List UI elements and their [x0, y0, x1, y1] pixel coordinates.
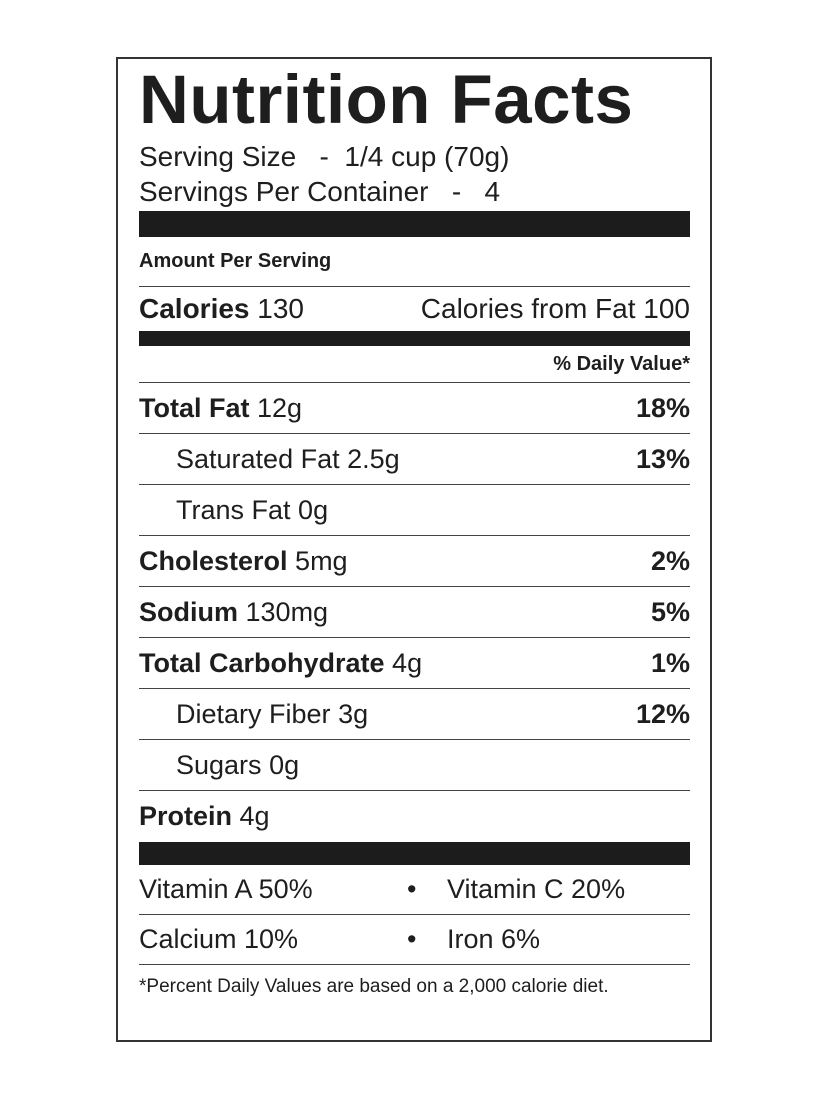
vitamin-list: Vitamin A 50% • Vitamin C 20% Calcium 10% • I… [139, 865, 690, 965]
thick-divider [139, 842, 690, 865]
nutrient-name: Dietary Fiber [176, 698, 331, 729]
vitamin-right: Iron 6% [447, 924, 541, 954]
nutrition-facts-label: Nutrition Facts Serving Size - 1/4 cup (… [116, 57, 712, 1042]
nutrient-row: Total Fat 12g 18% [139, 383, 690, 434]
nutrient-row: Dietary Fiber 3g 12% [139, 689, 690, 740]
nutrient-name: Sodium [139, 596, 238, 627]
label-title: Nutrition Facts [139, 61, 634, 138]
vitamin-row: Vitamin A 50% • Vitamin C 20% [139, 865, 690, 915]
calories-row: Calories 130 Calories from Fat 100 [139, 293, 690, 324]
nutrient-list: Total Fat 12g 18% Saturated Fat 2.5g 13% Tra… [139, 383, 690, 842]
servings-per-container: Servings Per Container - 4 [139, 176, 501, 207]
nutrient-amount: 4g [239, 801, 270, 831]
nutrient-row: Trans Fat 0g [139, 485, 690, 536]
amount-per-serving: Amount Per Serving [139, 237, 690, 287]
bullet: • [407, 924, 417, 954]
nutrient-amount: 0g [298, 494, 329, 525]
nutrient-row: Protein 4g [139, 791, 690, 842]
thick-divider [139, 211, 690, 237]
nutrient-name: Saturated Fat [176, 443, 340, 474]
nutrient-daily-value: 1% [650, 647, 690, 678]
serving-size: Serving Size - 1/4 cup (70g) [139, 141, 510, 172]
nutrient-row: Sugars 0g [139, 740, 690, 791]
nutrient-amount: 2.5g [347, 443, 400, 474]
nutrient-row: Sodium 130mg 5% [139, 587, 690, 638]
nutrient-name: Total Fat [139, 392, 250, 423]
nutrient-amount: 5mg [295, 545, 348, 576]
nutrient-name: Protein [139, 801, 233, 831]
vitamin-left: Vitamin A 50% [139, 874, 313, 904]
nutrient-amount: 4g [392, 647, 423, 678]
nutrient-daily-value: 2% [650, 545, 690, 576]
nutrient-amount: 0g [269, 749, 300, 780]
nutrient-name: Sugars [176, 749, 262, 780]
bullet: • [407, 874, 417, 904]
nutrient-row: Cholesterol 5mg 2% [139, 536, 690, 587]
medium-divider [139, 331, 690, 346]
nutrient-row: Total Carbohydrate 4g 1% [139, 638, 690, 689]
nutrient-amount: 12g [257, 392, 303, 423]
nutrient-name: Cholesterol [139, 545, 288, 576]
nutrient-daily-value: 5% [650, 596, 690, 627]
nutrient-amount: 130mg [245, 596, 329, 627]
vitamin-row: Calcium 10% • Iron 6% [139, 915, 690, 965]
vitamin-right: Vitamin C 20% [447, 874, 626, 904]
nutrient-row: Saturated Fat 2.5g 13% [139, 434, 690, 485]
nutrient-daily-value: 18% [635, 392, 690, 423]
vitamin-left: Calcium 10% [139, 924, 299, 954]
nutrient-daily-value: 12% [635, 698, 690, 729]
nutrient-name: Trans Fat [176, 494, 291, 525]
footnote: *Percent Daily Values are based on a 2,0… [139, 976, 609, 997]
nutrient-name: Total Carbohydrate [139, 647, 385, 678]
nutrient-daily-value: 13% [635, 443, 690, 474]
nutrient-amount: 3g [338, 698, 369, 729]
daily-value-header: % Daily Value* [139, 346, 690, 383]
